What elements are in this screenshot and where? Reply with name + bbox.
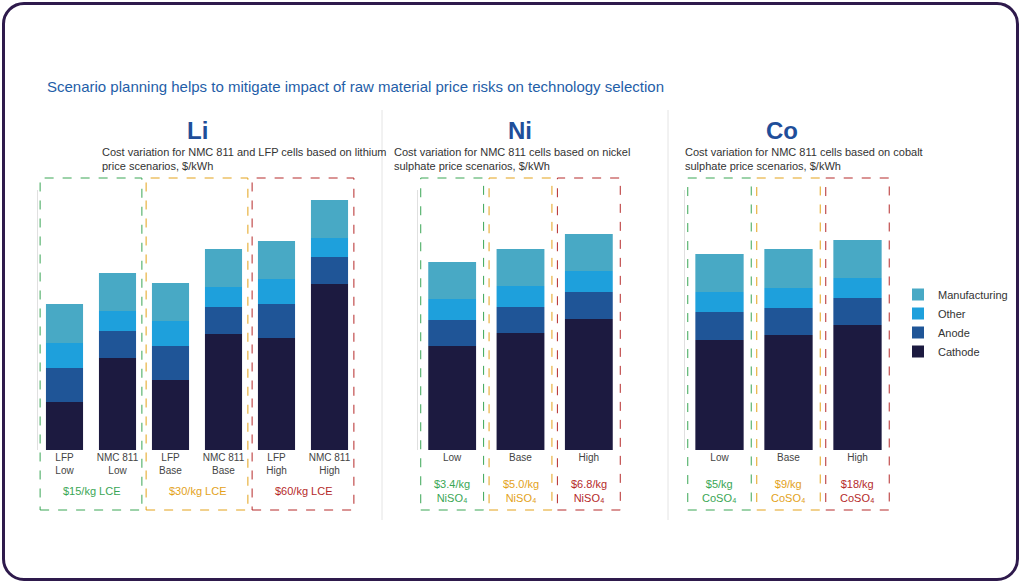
svg-text:Low: Low	[443, 452, 462, 463]
svg-text:Anode: Anode	[938, 327, 970, 339]
svg-text:Scenario planning helps to mit: Scenario planning helps to mitigate impa…	[47, 78, 664, 95]
svg-text:Cathode: Cathode	[938, 346, 980, 358]
svg-text:$60/kg LCE: $60/kg LCE	[275, 485, 332, 497]
svg-text:$30/kg LCE: $30/kg LCE	[169, 485, 226, 497]
svg-text:Ni: Ni	[508, 117, 532, 144]
svg-text:Manufacturing: Manufacturing	[938, 289, 1008, 301]
svg-text:Cost variation for NMC 811 cel: Cost variation for NMC 811 cells based o…	[394, 146, 630, 172]
svg-text:High: High	[579, 452, 600, 463]
svg-text:$5.0/kgNiSO₄: $5.0/kgNiSO₄	[503, 478, 539, 504]
svg-text:$15/kg LCE: $15/kg LCE	[63, 485, 120, 497]
svg-text:$3.4/kgNiSO₄: $3.4/kgNiSO₄	[434, 478, 470, 504]
svg-text:$18/kgCoSO₄: $18/kgCoSO₄	[840, 478, 875, 504]
svg-text:LFPLow: LFPLow	[55, 452, 74, 476]
svg-text:Base: Base	[777, 452, 800, 463]
svg-text:LFPHigh: LFPHigh	[266, 452, 287, 476]
svg-text:LFPBase: LFPBase	[159, 452, 182, 476]
svg-text:High: High	[847, 452, 868, 463]
svg-text:Other: Other	[938, 308, 966, 320]
svg-text:Low: Low	[710, 452, 729, 463]
svg-text:Cost variation for NMC 811 cel: Cost variation for NMC 811 cells based o…	[685, 146, 923, 172]
svg-text:$9/kgCoSO₄: $9/kgCoSO₄	[771, 478, 806, 504]
svg-text:$6.8/kgNiSO₄: $6.8/kgNiSO₄	[571, 478, 607, 504]
svg-text:$5/kgCoSO₄: $5/kgCoSO₄	[702, 478, 737, 504]
svg-text:Co: Co	[766, 117, 798, 144]
svg-text:NMC 811Base: NMC 811Base	[203, 452, 245, 476]
svg-text:NMC 811Low: NMC 811Low	[97, 452, 139, 476]
svg-text:NMC 811High: NMC 811High	[309, 452, 351, 476]
svg-text:Base: Base	[509, 452, 532, 463]
svg-text:Cost variation for NMC 811 and: Cost variation for NMC 811 and LFP cells…	[102, 146, 387, 172]
svg-text:Li: Li	[187, 117, 208, 144]
